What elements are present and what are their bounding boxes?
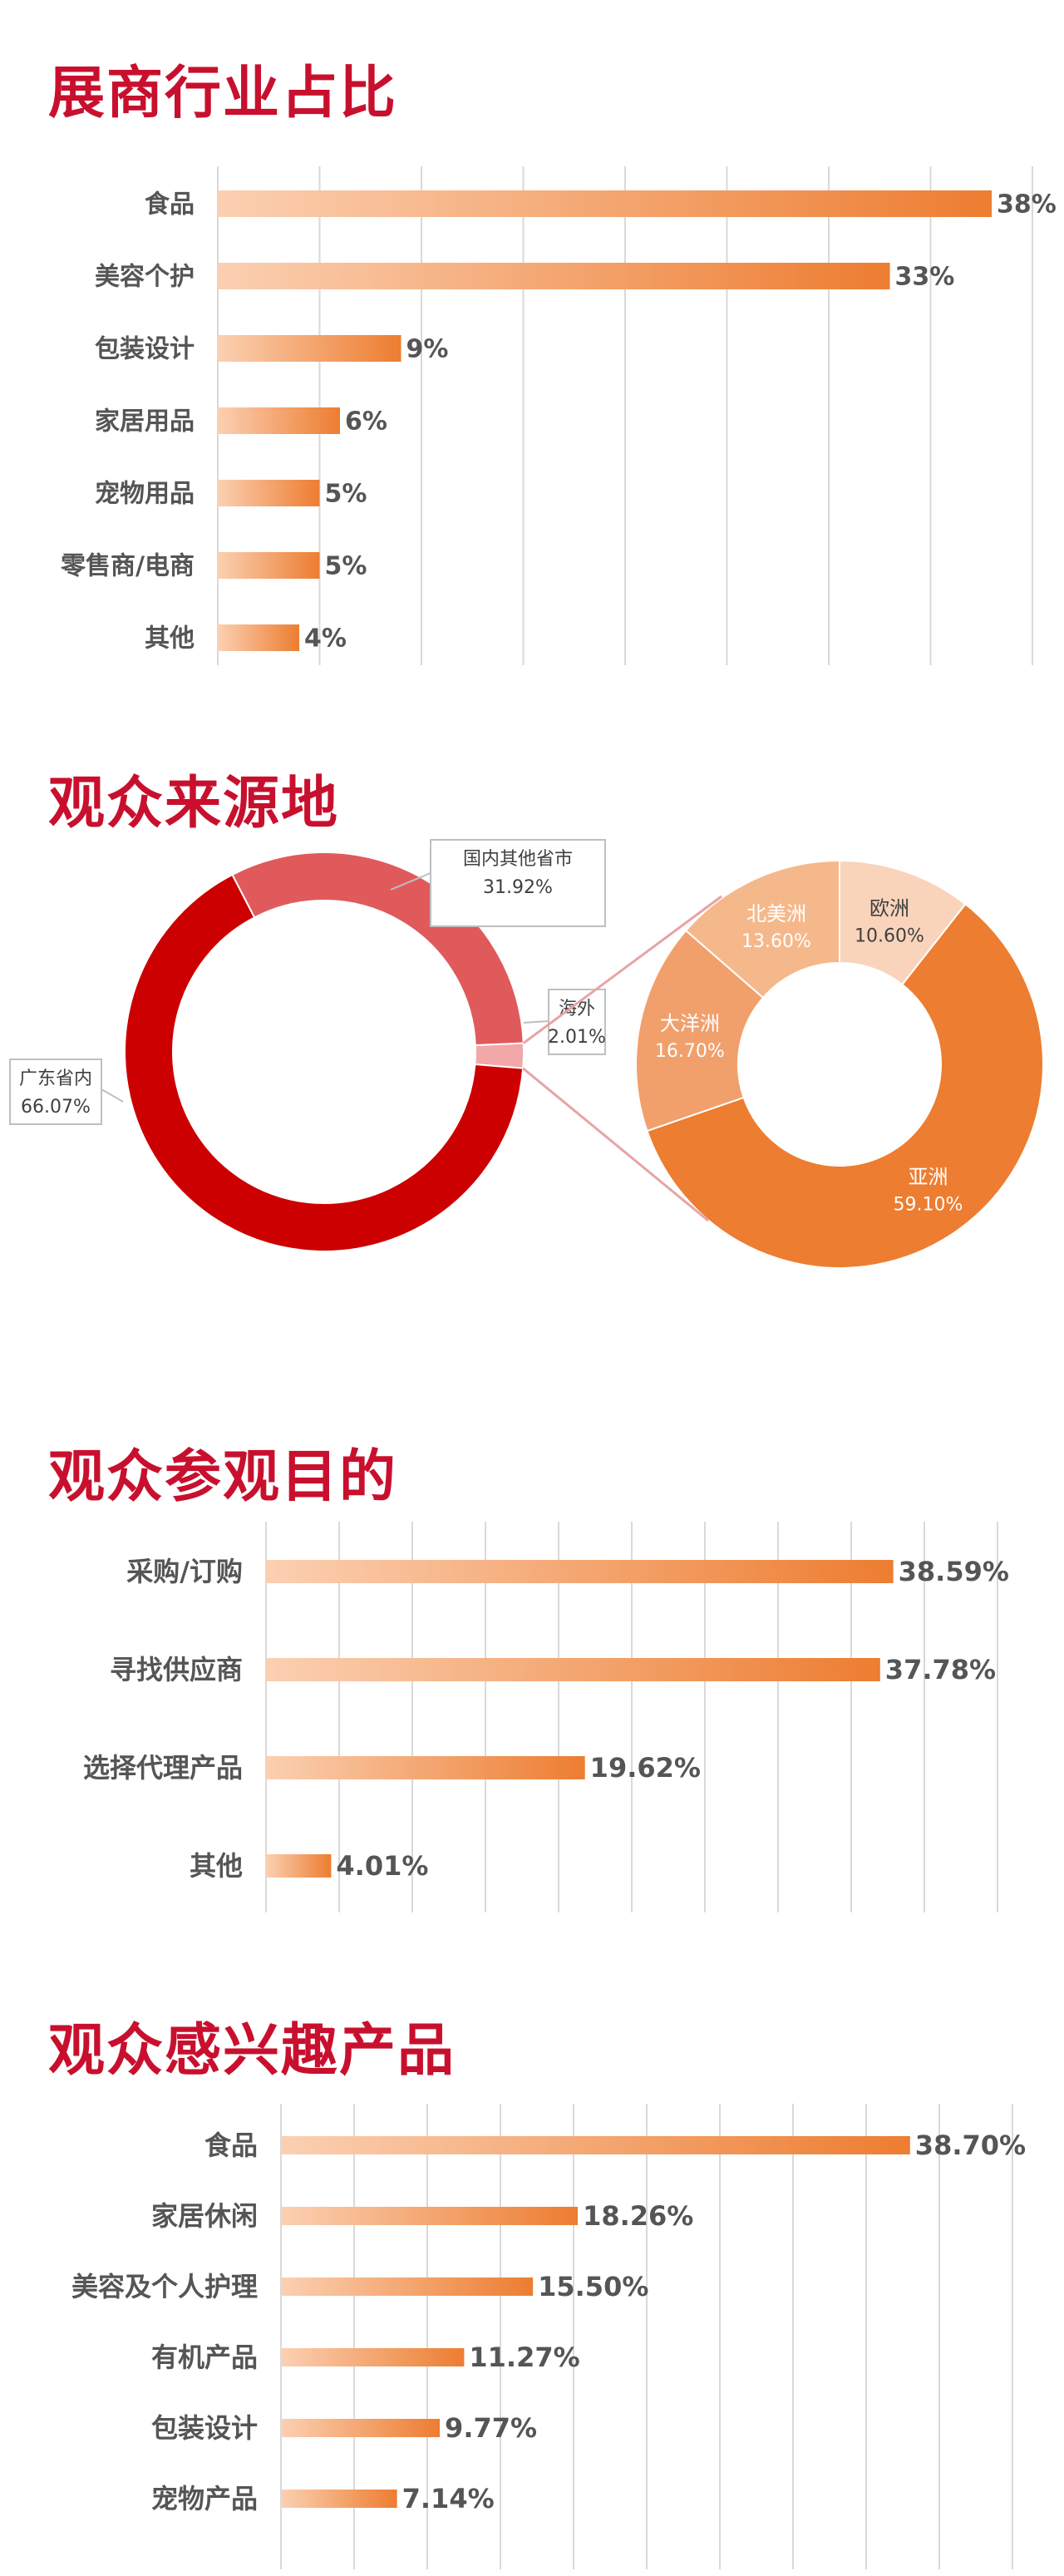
section-title: 观众参观目的: [48, 1444, 398, 1510]
value-label: 4%: [304, 624, 347, 654]
slice-label: 欧洲: [869, 897, 909, 920]
category-label: 食品: [145, 190, 195, 220]
section-audience-origin: 观众来源地 国内其他省市 31.92% 海外 2.01% 广东省内 66.07% 欧洲 10.…: [0, 732, 1064, 1380]
donut-slice: [124, 873, 525, 1252]
connector-line: [522, 1067, 709, 1222]
bar: [281, 2348, 465, 2366]
value-label: 4.01%: [336, 1850, 428, 1882]
category-label: 其他: [190, 1850, 243, 1882]
bar: [218, 335, 401, 362]
bar: [281, 2207, 579, 2225]
category-label: 美容个护: [95, 263, 195, 292]
donut-slice: [646, 902, 1044, 1269]
connector-line: [522, 895, 722, 1044]
category-label: 采购/订购: [126, 1556, 243, 1587]
callout-box: [9, 1059, 102, 1125]
audience-origin-donut-charts: 国内其他省市 31.92% 海外 2.01% 广东省内 66.07% 欧洲 10.60% 亚洲 5…: [9, 839, 1044, 1269]
slice-label: 北美洲: [746, 902, 806, 925]
slice-value: 66.07%: [21, 1097, 91, 1118]
category-label: 零售商/电商: [61, 552, 195, 581]
value-label: 19.62%: [590, 1752, 701, 1784]
value-label: 11.27%: [469, 2342, 579, 2373]
category-label: 包装设计: [151, 2412, 258, 2444]
slice-value: 2.01%: [548, 1027, 606, 1048]
slice-label: 国内其他省市: [463, 849, 573, 870]
donut-slice: [684, 859, 840, 999]
category-label: 家居休闲: [151, 2200, 258, 2232]
category-label: 美容及个人护理: [71, 2271, 258, 2302]
callout-box: [548, 989, 606, 1055]
category-label: 选择代理产品: [83, 1752, 243, 1784]
leader-line: [101, 1088, 124, 1103]
slice-label: 大洋洲: [660, 1012, 720, 1035]
value-label: 6%: [345, 407, 387, 437]
value-label: 38%: [997, 190, 1057, 220]
section-visit-purpose: 观众参观目的 采购/订购 38.59% 寻找供应商 37.78% 选择代理产品 19.62…: [0, 1414, 1064, 1962]
bar: [218, 190, 992, 217]
category-label: 其他: [145, 624, 195, 654]
value-label: 38.59%: [899, 1556, 1009, 1587]
category-label: 寻找供应商: [110, 1654, 243, 1685]
bar: [218, 263, 890, 289]
category-label: 家居用品: [95, 407, 195, 437]
category-label: 宠物产品: [151, 2483, 258, 2514]
interested-products-bar-chart: 食品 38.70% 家居休闲 18.26% 美容及个人护理 15.50% 有机产品 11.27…: [71, 2104, 1026, 2569]
section-title: 观众来源地: [48, 771, 340, 836]
leader-line: [390, 872, 431, 891]
slice-value: 16.70%: [655, 1041, 725, 1062]
bar: [266, 1756, 585, 1779]
bar: [266, 1658, 880, 1681]
value-label: 18.26%: [583, 2200, 693, 2232]
category-label: 食品: [204, 2129, 258, 2161]
bar: [266, 1560, 894, 1583]
bar: [281, 2419, 441, 2437]
category-label: 包装设计: [95, 335, 195, 364]
section-title: 观众感兴趣产品: [48, 2018, 456, 2084]
bar: [281, 2490, 397, 2508]
bar: [281, 2136, 910, 2154]
donut-slice: [635, 929, 765, 1133]
value-label: 38.70%: [915, 2129, 1026, 2161]
value-label: 33%: [895, 263, 955, 292]
category-label: 宠物用品: [95, 480, 195, 509]
category-label: 有机产品: [151, 2342, 258, 2373]
bar: [218, 480, 320, 506]
value-label: 37.78%: [885, 1654, 996, 1685]
slice-value: 13.60%: [741, 931, 811, 952]
slice-value: 10.60%: [855, 926, 924, 947]
section-exhibitor-industry: 展商行业占比 食品 38% 美容个护 33% 包装设计 9% 家居用品 6% 宠物用品 5% 零售商…: [0, 0, 1064, 682]
bar: [218, 624, 299, 651]
value-label: 9%: [406, 335, 449, 364]
bar: [218, 407, 340, 434]
visit-purpose-bar-chart: 采购/订购 38.59% 寻找供应商 37.78% 选择代理产品 19.62% 其他 4.01…: [83, 1522, 1009, 1912]
section-interested-products: 观众感兴趣产品 食品 38.70% 家居休闲 18.26% 美容及个人护理 15.50% 有…: [0, 1987, 1064, 2576]
slice-label: 广东省内: [19, 1068, 92, 1089]
leader-line: [523, 1020, 549, 1024]
bar: [266, 1854, 332, 1878]
slice-value: 31.92%: [483, 877, 553, 898]
value-label: 15.50%: [538, 2271, 648, 2302]
slice-label: 海外: [559, 999, 595, 1019]
value-label: 5%: [325, 480, 367, 509]
value-label: 5%: [325, 552, 367, 581]
slice-label: 亚洲: [908, 1165, 948, 1188]
value-label: 7.14%: [402, 2483, 495, 2514]
exhibitor-industry-bar-chart: 食品 38% 美容个护 33% 包装设计 9% 家居用品 6% 宠物用品 5% 零售商/电商 5% 其他…: [61, 166, 1057, 665]
callout-box: [430, 839, 606, 927]
slice-value: 59.10%: [894, 1194, 963, 1215]
bar: [218, 552, 320, 579]
bar: [281, 2277, 534, 2296]
section-title: 展商行业占比: [48, 61, 398, 126]
value-label: 9.77%: [445, 2412, 537, 2444]
